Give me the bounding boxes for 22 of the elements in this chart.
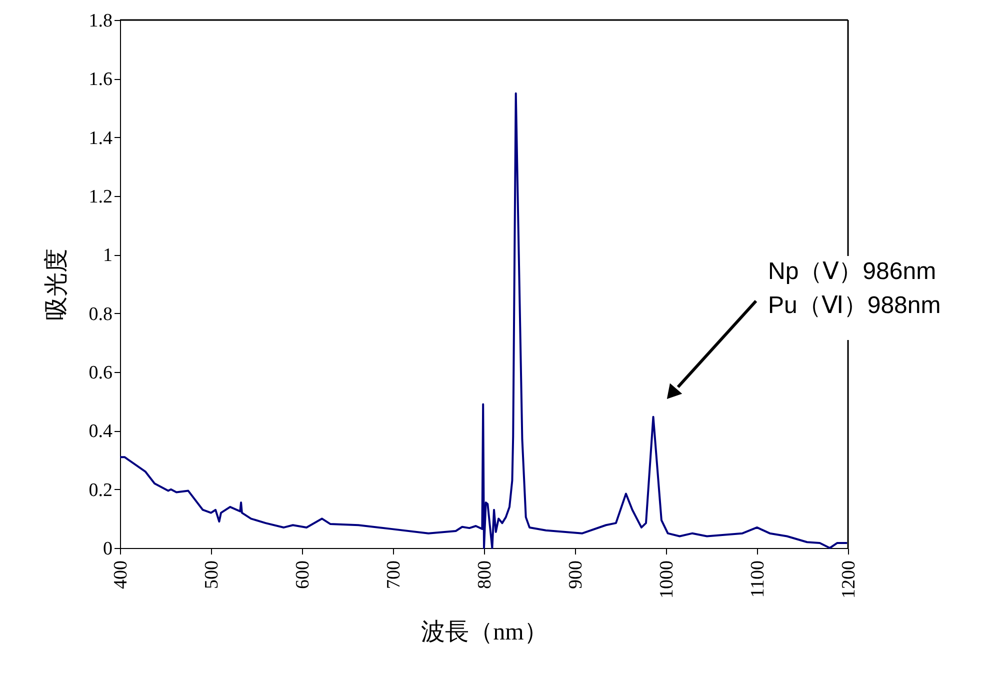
y-tick-label: 0.8: [88, 304, 112, 325]
x-tick-label: 600: [292, 560, 314, 589]
x-tick-label: 1100: [748, 560, 768, 598]
y-tick-label: 0.6: [88, 362, 112, 384]
annotation: Np（Ⅴ）986nm Pu（Ⅵ）988nm: [768, 258, 941, 319]
x-axis-title: 波長（nm）: [421, 620, 548, 646]
y-tick-label: 1.4: [88, 128, 113, 149]
x-tick-label: 700: [384, 560, 404, 589]
x-tick-label: 1200: [838, 560, 860, 598]
y-tick-label: 0.4: [88, 421, 113, 442]
y-tick-label: 0.2: [88, 480, 112, 501]
y-tick-label: 1.8: [88, 10, 112, 32]
y-tick-label: 1.6: [88, 69, 112, 90]
y-tick-label: 0: [103, 538, 112, 560]
x-tick-label: 900: [566, 560, 586, 589]
y-tick-label: 1.2: [88, 186, 112, 208]
x-tick-label: 500: [202, 560, 222, 589]
x-tick-label: 400: [110, 560, 132, 589]
x-tick-label: 800: [474, 560, 496, 589]
y-tick-label: 1: [103, 245, 112, 266]
x-tick-label: 1000: [656, 560, 678, 598]
y-axis-title: 吸光度: [42, 248, 70, 320]
